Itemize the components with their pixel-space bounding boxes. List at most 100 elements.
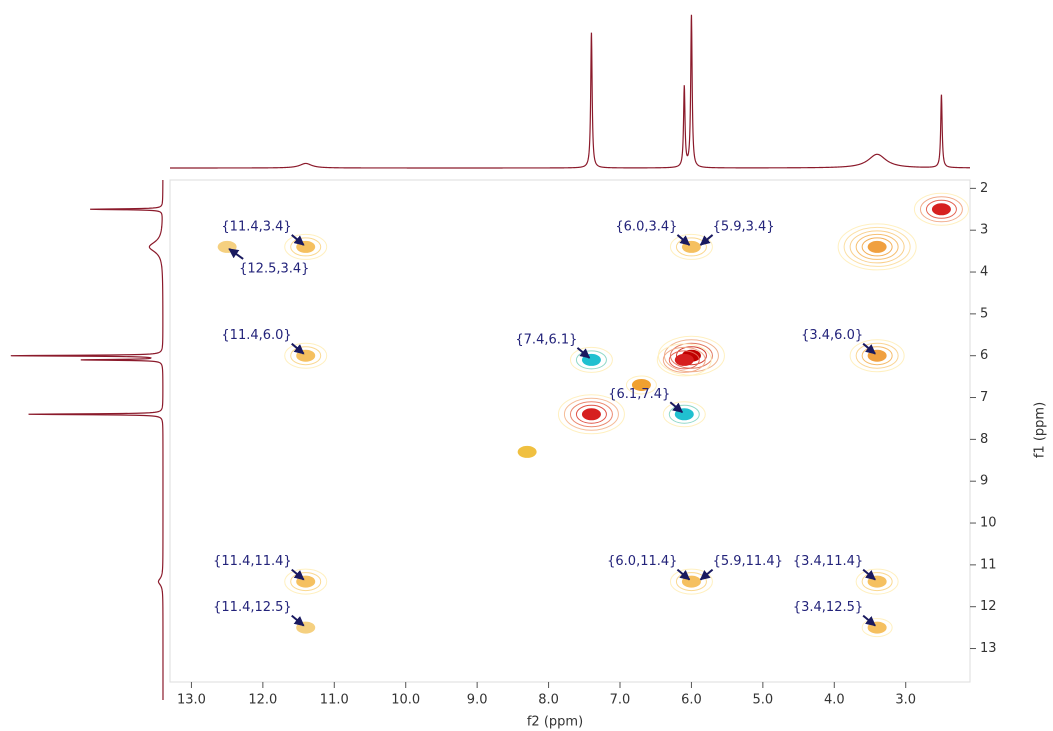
y-axis-title: f1 (ppm) <box>1033 402 1048 458</box>
left-projection <box>10 180 164 700</box>
cross-peak <box>669 233 713 260</box>
contour-ring <box>656 343 712 377</box>
annotation-label: {3.4,11.4} <box>793 554 863 569</box>
contour-ring <box>675 346 707 366</box>
cross-peak <box>557 394 625 435</box>
cross-peak <box>656 343 712 377</box>
x-tick-label: 11.0 <box>320 693 349 708</box>
contour-ring <box>855 342 899 369</box>
contour-ring <box>861 572 893 592</box>
contour-ring <box>931 203 951 216</box>
annotation-label: {12.5,3.4} <box>239 261 309 276</box>
contour-ring <box>662 401 706 428</box>
y-tick-label: 9 <box>980 474 988 489</box>
contour-ring <box>837 223 917 271</box>
cross-peak <box>669 568 713 595</box>
annotation-arrow <box>291 342 305 355</box>
cross-peak <box>284 233 328 260</box>
contour-ring <box>855 568 899 595</box>
annotation-label: {6.0,3.4} <box>615 219 677 234</box>
annotation-arrow <box>676 234 691 246</box>
contour-ring <box>631 378 651 391</box>
annotation-arrow <box>291 234 305 246</box>
cross-peak <box>625 375 657 395</box>
cross-peak <box>913 192 969 226</box>
cross-peak <box>855 568 899 595</box>
contour-ring <box>290 237 322 257</box>
annotation-label: {11.4,6.0} <box>221 328 291 343</box>
contour-ring <box>569 401 613 428</box>
y-tick-label: 10 <box>980 516 997 531</box>
y-tick-label: 13 <box>980 641 997 656</box>
contour-ring <box>668 404 700 424</box>
annotation-label: {3.4,12.5} <box>793 600 863 615</box>
contour-ring <box>867 349 887 362</box>
x-tick-label: 8.0 <box>538 693 559 708</box>
contour-ring <box>668 350 700 370</box>
contour-ring <box>867 575 887 588</box>
contour-ring <box>674 408 694 421</box>
contour-ring <box>557 394 625 435</box>
annotation-label: {6.0,11.4} <box>607 554 677 569</box>
contour-ring <box>296 240 316 253</box>
contour-ring <box>913 192 969 226</box>
x-tick-label: 13.0 <box>177 693 206 708</box>
contour-ring <box>563 397 619 431</box>
x-tick-label: 6.0 <box>681 693 702 708</box>
top-projection <box>170 14 970 169</box>
contour-ring <box>517 445 537 458</box>
annotation-arrow <box>862 568 876 581</box>
annotation-label: {3.4,6.0} <box>801 328 863 343</box>
cross-peak <box>569 346 613 373</box>
contour-ring <box>290 572 322 592</box>
contour-ring <box>849 230 905 264</box>
annotation-label: {5.9,3.4} <box>713 219 775 234</box>
contour-ring <box>849 339 905 373</box>
annotation-arrow <box>699 568 714 581</box>
cross-peak <box>517 445 537 458</box>
y-tick-label: 7 <box>980 390 988 405</box>
annotation-label: {11.4,3.4} <box>221 219 291 234</box>
annotation-label: {6.1,7.4} <box>608 387 670 402</box>
contour-ring <box>675 237 707 257</box>
annotation-arrow <box>676 568 691 581</box>
contour-ring <box>861 346 893 366</box>
contour-ring <box>867 240 887 253</box>
x-tick-label: 5.0 <box>753 693 774 708</box>
x-axis-title: f2 (ppm) <box>527 715 583 730</box>
x-tick-label: 10.0 <box>391 693 420 708</box>
x-tick-label: 7.0 <box>610 693 631 708</box>
contour-ring <box>925 199 957 219</box>
contour-ring <box>669 233 713 260</box>
contour-ring <box>581 353 601 366</box>
annotation-label: {11.4,11.4} <box>213 554 292 569</box>
contour-ring <box>581 408 601 421</box>
annotation-label: {11.4,12.5} <box>213 600 292 615</box>
cross-peak <box>837 223 917 271</box>
cross-peak <box>662 401 706 428</box>
y-tick-label: 6 <box>980 348 988 363</box>
cross-peak <box>284 568 328 595</box>
contour-ring <box>284 233 328 260</box>
contour-ring <box>569 346 613 373</box>
contour-ring <box>861 237 893 257</box>
x-tick-label: 9.0 <box>467 693 488 708</box>
contour-ring <box>284 342 328 369</box>
contour-ring <box>296 349 316 362</box>
contour-ring <box>855 233 899 260</box>
annotation-arrow <box>862 614 876 627</box>
contour-ring <box>861 618 893 638</box>
y-tick-label: 11 <box>980 557 997 572</box>
contour-ring <box>296 575 316 588</box>
annotation-arrow <box>291 568 305 581</box>
contour-ring <box>296 621 316 634</box>
annotation-arrow <box>228 248 244 260</box>
cross-peak <box>284 342 328 369</box>
x-tick-label: 3.0 <box>895 693 916 708</box>
x-tick-label: 12.0 <box>248 693 277 708</box>
y-tick-label: 8 <box>980 432 988 447</box>
y-tick-label: 12 <box>980 599 997 614</box>
contour-ring <box>290 346 322 366</box>
annotation-label: {7.4,6.1} <box>515 332 577 347</box>
